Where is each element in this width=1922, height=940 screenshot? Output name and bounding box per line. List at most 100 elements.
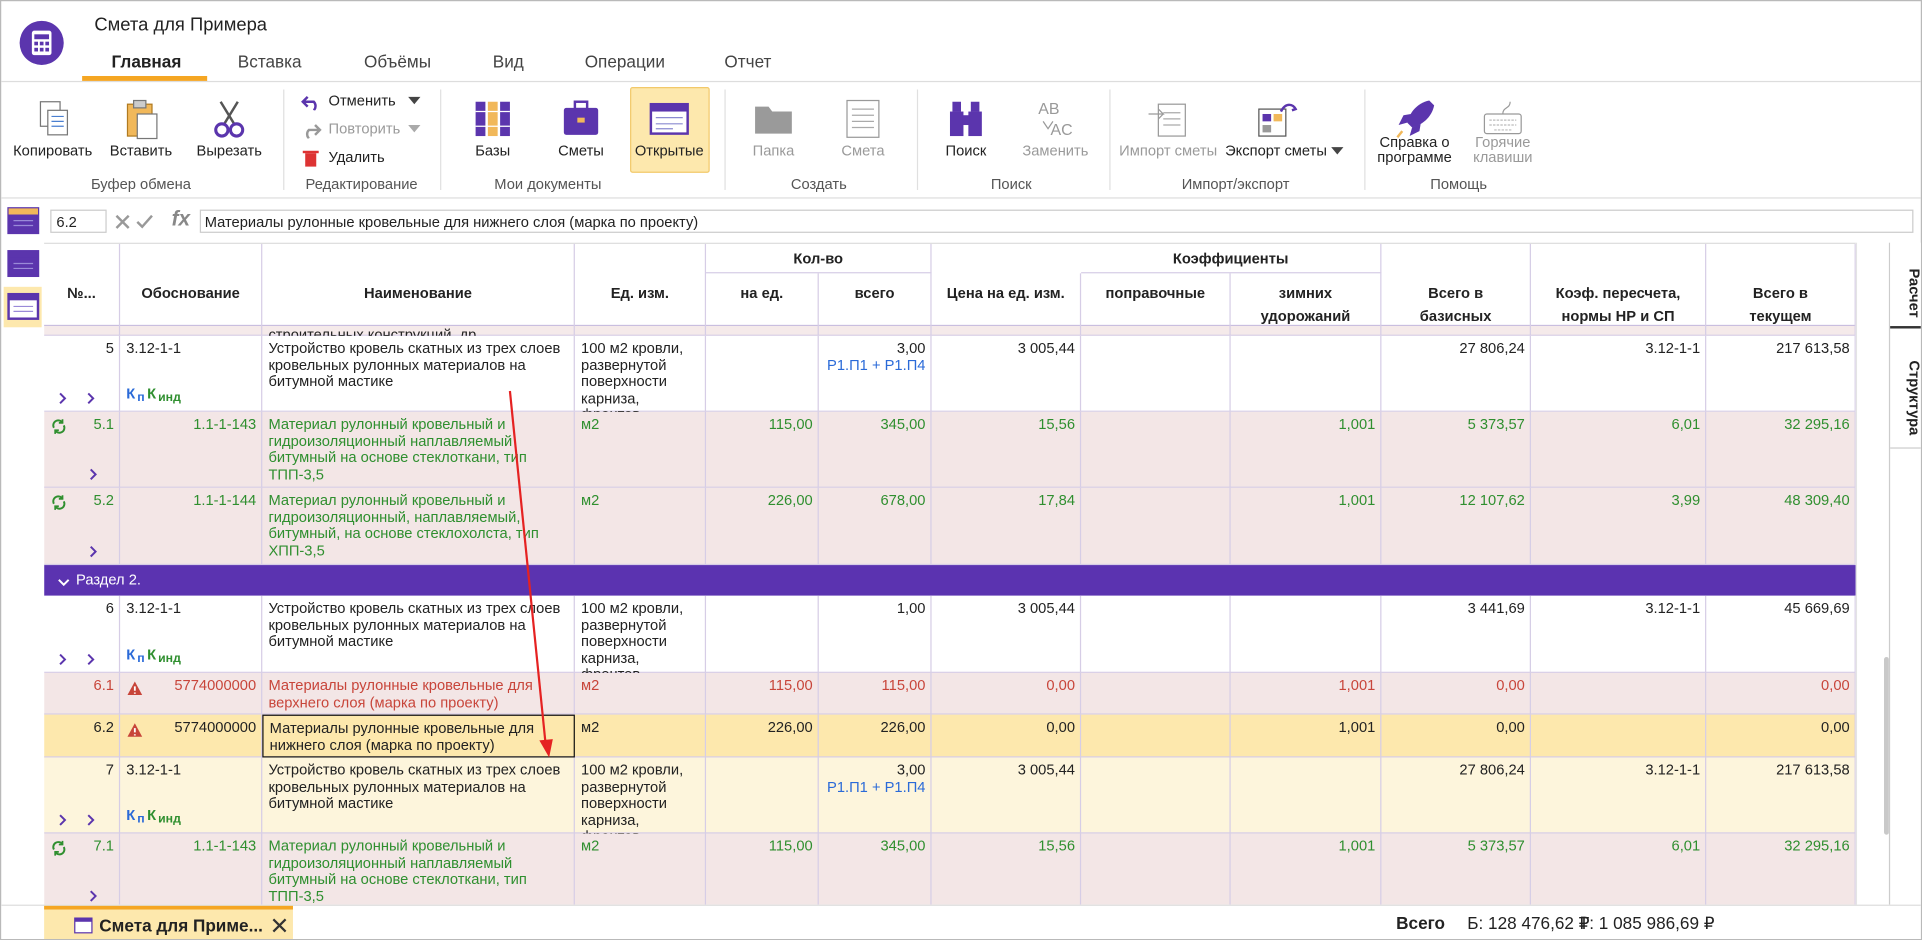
table-cell[interactable]: 1,001 bbox=[1231, 487, 1382, 566]
column-header[interactable]: поправочные bbox=[1081, 273, 1231, 327]
table-cell[interactable]: 6,01 bbox=[1531, 833, 1707, 905]
cell-reference[interactable]: 6.2 bbox=[50, 209, 107, 233]
table-cell[interactable] bbox=[1381, 326, 1531, 336]
table-cell[interactable]: 3,00 bbox=[819, 757, 932, 834]
table-cell[interactable]: 115,00 bbox=[706, 411, 819, 488]
column-header[interactable]: всего bbox=[819, 273, 932, 327]
table-cell[interactable] bbox=[1081, 714, 1231, 758]
table-cell[interactable]: 1.1-1-144 bbox=[120, 487, 263, 566]
table-cell[interactable] bbox=[1706, 326, 1856, 336]
table-cell[interactable] bbox=[44, 326, 121, 336]
ribbon-button[interactable]: Папка bbox=[752, 142, 795, 160]
table-cell[interactable] bbox=[1531, 672, 1707, 715]
table-cell[interactable]: 0,00 bbox=[932, 714, 1082, 758]
ribbon-button[interactable]: Удалить bbox=[328, 148, 385, 166]
section-row[interactable]: Раздел 2. bbox=[44, 565, 1856, 596]
ribbon-tab[interactable]: Объёмы bbox=[364, 51, 432, 72]
table-cell[interactable]: 1,001 bbox=[1231, 672, 1382, 715]
table-cell[interactable]: 6 bbox=[44, 595, 121, 673]
table-cell[interactable]: м2 bbox=[575, 411, 707, 488]
column-header[interactable]: №... bbox=[44, 243, 121, 327]
table-cell[interactable]: 3.12-1-1 bbox=[1531, 595, 1707, 673]
table-cell[interactable]: Материал рулонный кровельный и гидроизол… bbox=[262, 411, 575, 488]
column-header[interactable]: Ед. изм. bbox=[575, 243, 707, 327]
table-cell[interactable]: 0,00 bbox=[1381, 714, 1531, 758]
ribbon-button[interactable]: Импорт сметы bbox=[1119, 142, 1218, 160]
ribbon-button[interactable]: Сметы bbox=[558, 142, 604, 160]
table-cell[interactable]: 115,00 bbox=[819, 672, 932, 715]
side-tab[interactable]: Структура bbox=[1890, 332, 1921, 449]
table-cell[interactable]: 5.1 bbox=[44, 411, 121, 488]
ribbon-button[interactable]: Экспорт сметы bbox=[1225, 142, 1327, 160]
table-cell[interactable] bbox=[1231, 757, 1382, 834]
ribbon-button[interactable]: Смета bbox=[841, 142, 885, 160]
table-cell[interactable] bbox=[1081, 411, 1231, 488]
table-cell[interactable] bbox=[706, 335, 819, 412]
table-row[interactable]: 5.1 1.1-1-143 Материал рулонный кровельный… bbox=[44, 411, 1856, 488]
column-header[interactable]: зимних удорожаний bbox=[1231, 273, 1382, 327]
table-cell[interactable]: 115,00 bbox=[706, 672, 819, 715]
ribbon-button[interactable]: Поиск bbox=[945, 142, 987, 160]
table-cell[interactable]: 1.1-1-143 bbox=[120, 411, 263, 488]
table-cell[interactable]: 3 005,44 bbox=[932, 335, 1082, 412]
table-cell[interactable]: 6.1 bbox=[44, 672, 121, 715]
ribbon-button[interactable]: Отменить bbox=[328, 91, 396, 110]
table-cell[interactable]: 32 295,16 bbox=[1706, 833, 1856, 905]
table-row[interactable]: 5.2 1.1-1-144 Материал рулонный кровельный… bbox=[44, 487, 1856, 566]
table-cell[interactable]: Материалы рулонные кровельные для нижнег… bbox=[262, 714, 575, 758]
column-header[interactable]: Всего в текущем bbox=[1706, 243, 1856, 327]
table-cell[interactable]: 15,56 bbox=[932, 411, 1082, 488]
table-cell[interactable]: 115,00 bbox=[706, 833, 819, 905]
table-cell[interactable]: м2 bbox=[575, 833, 707, 905]
table-cell[interactable]: 15,56 bbox=[932, 833, 1082, 905]
table-cell[interactable]: 217 613,58 bbox=[1706, 335, 1856, 412]
column-header[interactable]: Коэф. пересчета, нормы НР и СП bbox=[1531, 243, 1707, 327]
table-cell[interactable]: 5 bbox=[44, 335, 121, 412]
table-cell[interactable]: м2 bbox=[575, 714, 707, 758]
table-cell[interactable]: 678,00 bbox=[819, 487, 932, 566]
ribbon-button[interactable]: Справка о программе bbox=[1377, 133, 1452, 165]
table-cell[interactable]: 226,00 bbox=[706, 714, 819, 758]
column-header[interactable]: Цена на ед. изм. bbox=[932, 273, 1082, 327]
table-cell[interactable]: Материал рулонный кровельный и гидроизол… bbox=[262, 833, 575, 905]
ribbon-button[interactable]: Повторить bbox=[328, 120, 401, 138]
table-cell[interactable]: 6.2 bbox=[44, 714, 121, 758]
table-row[interactable]: 5 3.12-1-1 Устройство кровель скатных из т… bbox=[44, 335, 1856, 423]
table-cell[interactable]: 32 295,16 bbox=[1706, 411, 1856, 488]
table-cell[interactable]: 1,001 bbox=[1231, 411, 1382, 488]
table-cell[interactable]: 1,001 bbox=[1231, 714, 1382, 758]
table-cell[interactable] bbox=[575, 326, 707, 336]
table-row[interactable]: 7 3.12-1-1 Устройство кровель скатных из т… bbox=[44, 757, 1856, 844]
table-cell[interactable]: 0,00 bbox=[1706, 672, 1856, 715]
table-row[interactable]: 6.2 5774000000 Материалы рулонные кровельн… bbox=[44, 714, 1856, 758]
table-cell[interactable]: 5774000000 bbox=[120, 672, 263, 715]
table-cell[interactable]: 3.12-1-1 bbox=[1531, 757, 1707, 834]
table-cell[interactable] bbox=[1231, 326, 1382, 336]
table-cell[interactable] bbox=[1081, 833, 1231, 905]
table-cell[interactable]: 3 005,44 bbox=[932, 595, 1082, 673]
ribbon-tab[interactable]: Операции bbox=[584, 51, 665, 72]
table-cell[interactable]: Устройство кровель скатных из трех слоев… bbox=[262, 595, 575, 673]
table-cell[interactable] bbox=[1531, 714, 1707, 758]
table-cell[interactable]: Материал рулонный кровельный и гидроизол… bbox=[262, 487, 575, 566]
ribbon-button[interactable]: Открытые bbox=[634, 142, 704, 160]
table-cell[interactable]: Устройство кровель скатных из трех слоев… bbox=[262, 757, 575, 834]
table-cell[interactable] bbox=[819, 326, 932, 336]
column-header[interactable]: Обоснование bbox=[120, 243, 263, 327]
table-cell[interactable] bbox=[1081, 326, 1231, 336]
table-cell[interactable]: 3 005,44 bbox=[932, 757, 1082, 834]
table-cell[interactable] bbox=[1531, 326, 1707, 336]
table-cell[interactable]: 6,01 bbox=[1531, 411, 1707, 488]
table-cell[interactable]: 1.1-1-143 bbox=[120, 833, 263, 905]
table-cell[interactable]: 3.12-1-1 bbox=[120, 335, 263, 412]
table-cell[interactable]: 45 669,69 bbox=[1706, 595, 1856, 673]
table-cell[interactable] bbox=[1081, 335, 1231, 412]
ribbon-tab[interactable]: Главная bbox=[111, 51, 182, 72]
table-cell[interactable] bbox=[1081, 487, 1231, 566]
table-cell[interactable] bbox=[706, 595, 819, 673]
table-cell[interactable]: 27 806,24 bbox=[1381, 757, 1531, 834]
table-cell[interactable]: 1,001 bbox=[1231, 833, 1382, 905]
table-cell[interactable] bbox=[932, 326, 1082, 336]
table-cell[interactable] bbox=[706, 757, 819, 834]
side-tab[interactable]: Расчет bbox=[1890, 242, 1921, 329]
